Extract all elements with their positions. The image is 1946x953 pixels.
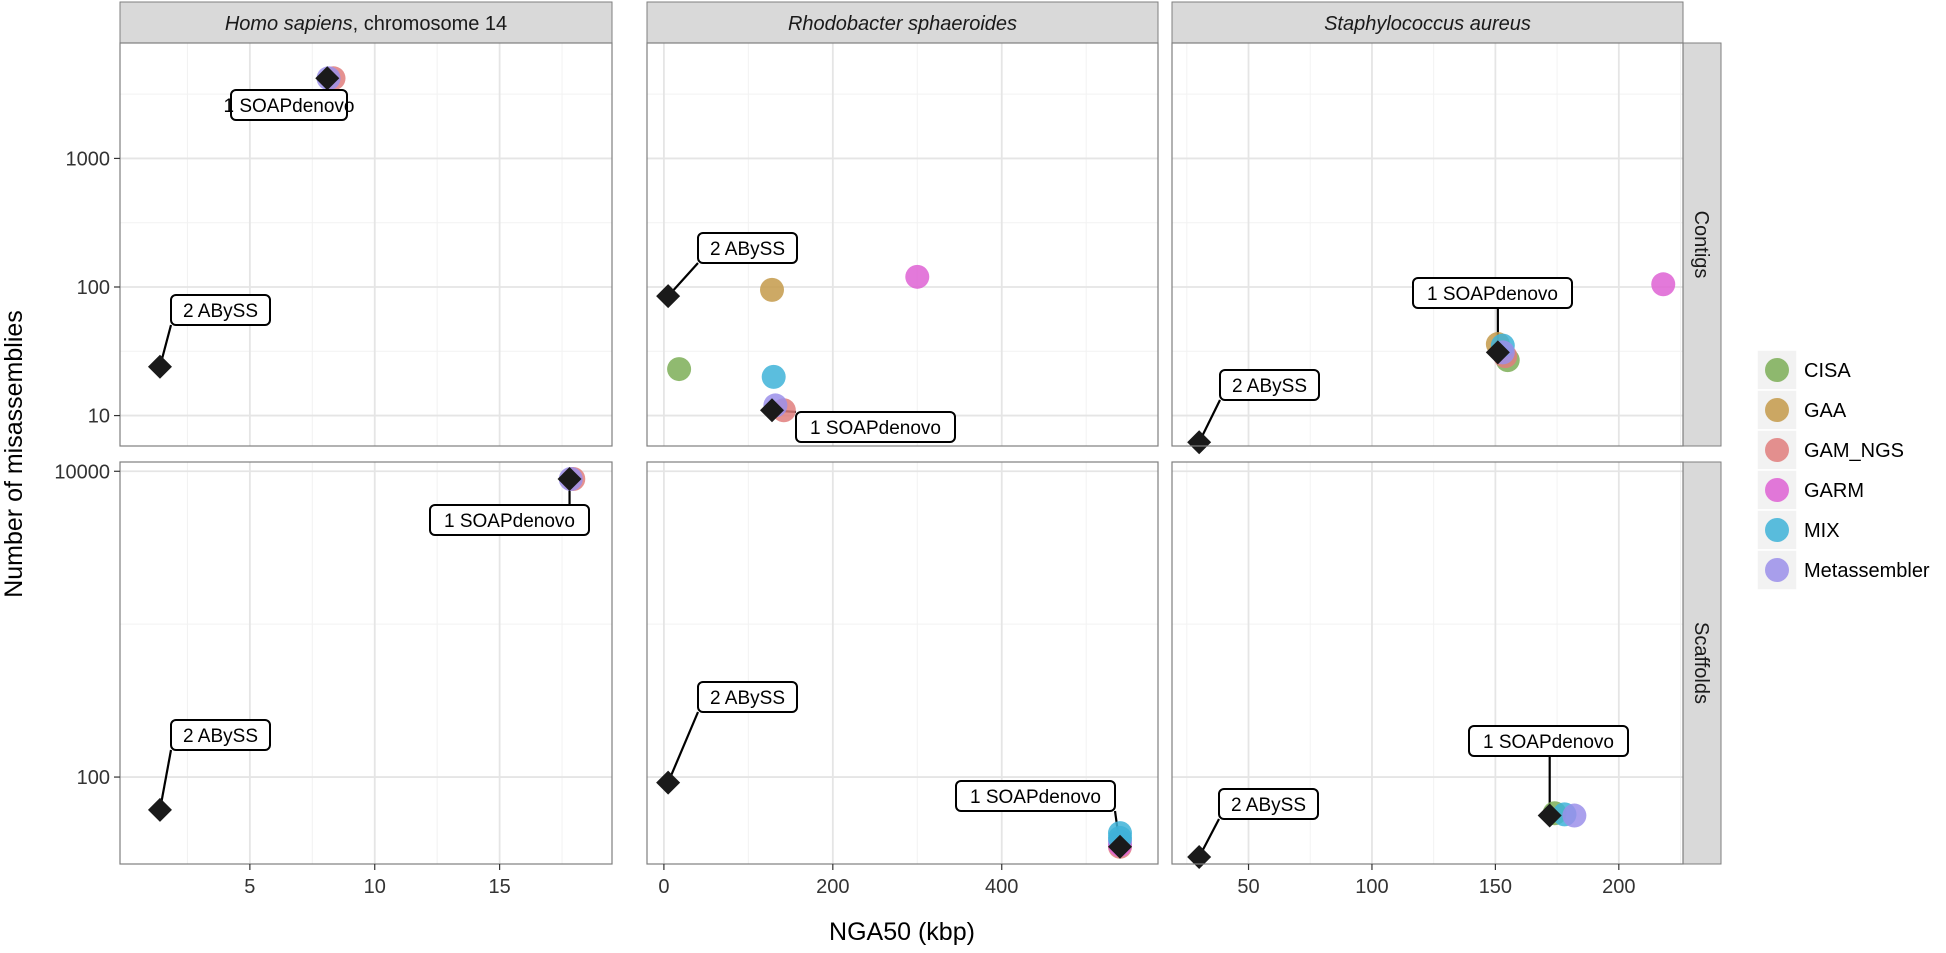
base-assembly-diamond [1485, 340, 1510, 365]
base-assembly-diamond [1537, 803, 1562, 828]
base-assembly-diamond [1187, 845, 1212, 870]
base-assembly-diamond [656, 770, 681, 795]
callout-label: 1 SOAPdenovo [224, 96, 355, 117]
callout-label: 1 SOAPdenovo [970, 787, 1101, 808]
x-tick-label: 200 [816, 876, 849, 898]
panel-frame [646, 42, 1159, 447]
x-tick-label: 200 [1602, 876, 1635, 898]
x-tick-label: 15 [488, 876, 510, 898]
callout-label: 1 SOAPdenovo [1427, 284, 1558, 305]
legend-key-gam_ngs [1765, 438, 1789, 462]
data-point-mix [761, 364, 786, 389]
callout-label: 1 SOAPdenovo [810, 418, 941, 439]
column-strip-0 [119, 1, 613, 44]
y-tick-label: 10000 [54, 461, 110, 483]
callout-box [697, 681, 798, 713]
callout-label: 2 ABySS [710, 239, 785, 260]
panel-frame [1171, 461, 1684, 865]
callout-label: 1 SOAPdenovo [1483, 732, 1614, 753]
data-point-cisa [667, 357, 692, 382]
callout-box [1468, 725, 1629, 757]
callout-box [1412, 277, 1573, 309]
callout-box [170, 294, 271, 326]
base-assembly-diamond [147, 354, 172, 379]
callout-box [170, 719, 271, 751]
x-tick-label: 400 [985, 876, 1018, 898]
callout-box [1219, 369, 1320, 401]
callout-label: 2 ABySS [1231, 795, 1306, 816]
legend-key-cisa [1765, 358, 1789, 382]
base-assembly-diamond [315, 66, 340, 91]
legend-label-gam_ngs: GAM_NGS [1804, 440, 1904, 462]
y-tick-label: 100 [77, 277, 110, 299]
x-axis-title: NGA50 (kbp) [829, 918, 975, 946]
panel-frame [119, 42, 613, 447]
legend-key-bg [1756, 429, 1798, 471]
column-strip-2 [1171, 1, 1684, 44]
base-assembly-diamond [1187, 430, 1212, 455]
data-point-garm [905, 264, 930, 289]
x-tick-label: 100 [1355, 876, 1388, 898]
base-assembly-diamond [557, 467, 582, 492]
column-title-1: Rhodobacter sphaeroides [788, 13, 1017, 35]
x-tick-label: 10 [364, 876, 386, 898]
column-title-0: Homo sapiens, chromosome 14 [225, 13, 507, 35]
panel-frame [646, 461, 1159, 865]
legend-label-cisa: CISA [1804, 360, 1851, 382]
leader-line [667, 711, 700, 784]
data-point-garm [1651, 272, 1676, 297]
column-strip-1 [646, 1, 1159, 44]
panel-bg-r0-c0 [120, 43, 612, 446]
legend-key-mix [1765, 518, 1789, 542]
callout-label: 2 ABySS [183, 301, 258, 322]
legend-label-metassembler: Metassembler [1804, 560, 1930, 582]
callout-box [1218, 788, 1319, 820]
panel-frame [119, 461, 613, 865]
base-assembly-diamond [1107, 834, 1132, 859]
legend-label-gaa: GAA [1804, 400, 1847, 422]
x-tick-label: 150 [1479, 876, 1512, 898]
row-label-0: Contigs [1690, 211, 1712, 279]
legend-label-garm: GARM [1804, 480, 1864, 502]
row-label-1: Scaffolds [1690, 622, 1712, 704]
x-tick-label: 50 [1237, 876, 1259, 898]
callout-label: 2 ABySS [183, 726, 258, 747]
x-tick-label: 0 [658, 876, 669, 898]
x-tick-label: 5 [244, 876, 255, 898]
callout-label: 1 SOAPdenovo [444, 511, 575, 532]
callout-box [795, 411, 956, 443]
column-title-2: Staphylococcus aureus [1324, 13, 1531, 35]
callout-label: 2 ABySS [1232, 376, 1307, 397]
legend-key-garm [1765, 478, 1789, 502]
callout-box [429, 504, 590, 536]
legend-key-gaa [1765, 398, 1789, 422]
callout-box [955, 780, 1116, 812]
data-point-gaa [760, 277, 785, 302]
callout-box [697, 232, 798, 264]
legend-key-metassembler [1765, 558, 1789, 582]
base-assembly-diamond [147, 797, 172, 822]
row-strip-1 [1682, 461, 1722, 865]
base-assembly-diamond [760, 398, 785, 423]
y-axis-title: Number of misassemblies [0, 310, 28, 598]
callout-box [230, 89, 348, 121]
row-strip-0 [1682, 42, 1722, 447]
panel-frame [1171, 42, 1684, 447]
y-tick-label: 1000 [66, 148, 111, 170]
data-point-mix [1107, 821, 1132, 846]
legend-label-mix: MIX [1804, 520, 1840, 542]
y-tick-label: 10 [88, 406, 110, 428]
data-point-metassembler [1562, 803, 1587, 828]
y-tick-label: 100 [77, 767, 110, 789]
callout-label: 2 ABySS [710, 688, 785, 709]
base-assembly-diamond [656, 284, 681, 309]
